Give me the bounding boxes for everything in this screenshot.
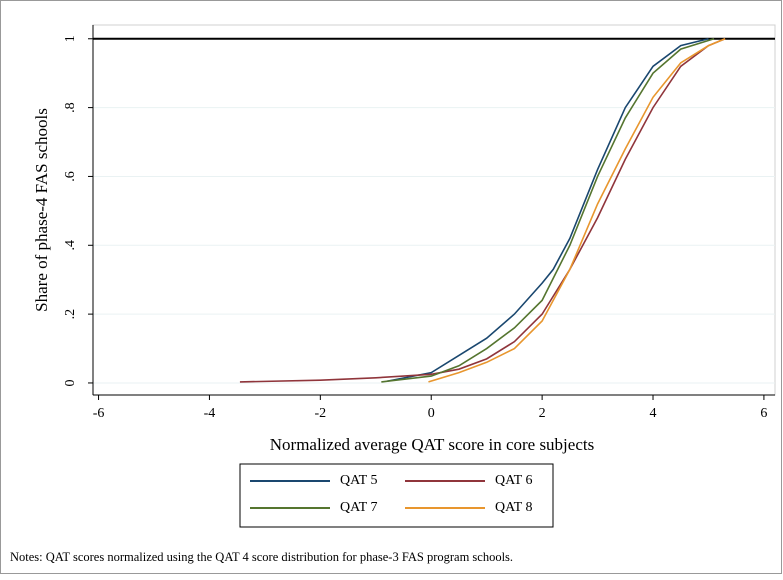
y-tick-label: 1	[63, 35, 78, 42]
x-tick-label: 0	[428, 406, 435, 421]
series-line	[386, 37, 709, 383]
series-line	[428, 38, 726, 383]
x-axis-title: Normalized average QAT score in core sub…	[270, 435, 594, 454]
x-tick-label: -6	[93, 406, 105, 421]
x-tick-label: -2	[314, 406, 326, 421]
y-tick-label: .8	[63, 102, 78, 113]
legend-label: QAT 6	[495, 473, 532, 488]
y-tick-label: .2	[63, 309, 78, 320]
y-axis-title: Share of phase-4 FAS schools	[32, 108, 51, 312]
legend-box	[239, 463, 554, 528]
note: Notes: QAT scores normalized using the Q…	[10, 550, 513, 564]
legend-label: QAT 5	[340, 473, 377, 488]
plot-area	[92, 24, 776, 396]
y-tick-label: .6	[63, 171, 78, 182]
y-tick-label: 0	[63, 379, 78, 386]
legend-label: QAT 8	[495, 500, 532, 515]
x-tick-label: 6	[760, 406, 767, 421]
y-tick-label: .4	[63, 240, 78, 251]
x-tick-label: -4	[204, 406, 216, 421]
x-tick-label: 2	[539, 406, 546, 421]
series-line	[239, 38, 726, 383]
x-tick-label: 4	[650, 406, 657, 421]
legend-label: QAT 7	[340, 500, 377, 515]
series-line	[381, 38, 715, 383]
